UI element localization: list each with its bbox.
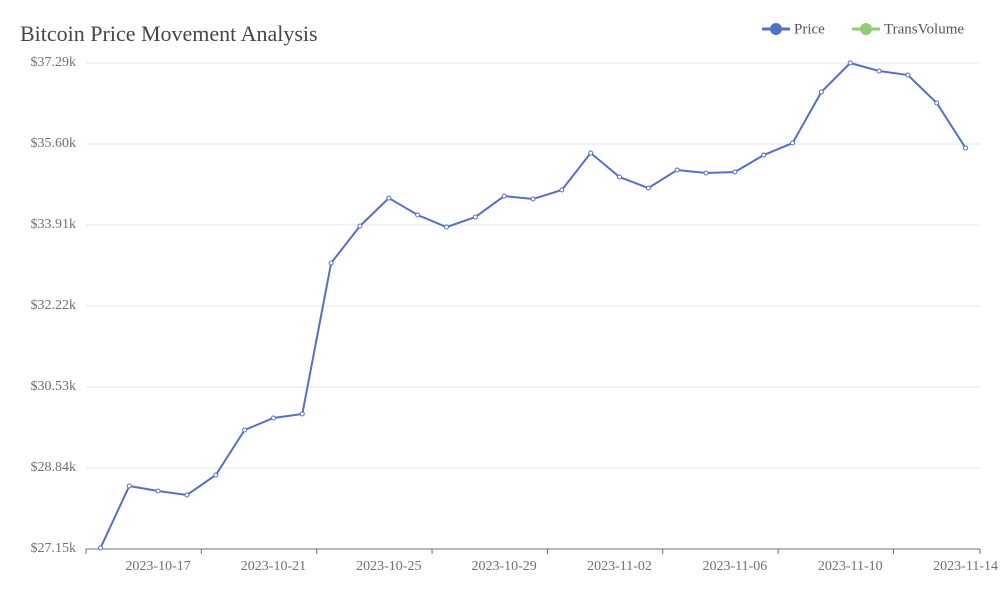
x-tick-label: 2023-10-25 xyxy=(356,559,421,574)
point xyxy=(876,68,882,74)
legend-marker xyxy=(860,23,872,35)
point xyxy=(818,89,824,95)
point xyxy=(617,174,623,180)
point xyxy=(213,472,219,478)
point xyxy=(270,415,276,421)
point xyxy=(357,223,363,229)
point xyxy=(790,140,796,146)
point xyxy=(184,492,190,498)
point xyxy=(732,169,738,175)
y-tick-label: $35.60k xyxy=(31,136,77,151)
point xyxy=(242,427,248,433)
point xyxy=(97,545,103,551)
point xyxy=(155,488,161,494)
point xyxy=(761,152,767,158)
point xyxy=(415,212,421,218)
legend-label: TransVolume xyxy=(884,21,964,37)
point xyxy=(443,224,449,230)
chart-title: Bitcoin Price Movement Analysis xyxy=(20,21,318,46)
point xyxy=(674,167,680,173)
legend-marker xyxy=(770,23,782,35)
y-tick-label: $30.53k xyxy=(31,379,77,394)
x-tick-label: 2023-11-02 xyxy=(587,559,652,574)
y-tick-label: $33.91k xyxy=(31,217,77,232)
point xyxy=(472,214,478,220)
x-tick-label: 2023-11-14 xyxy=(933,559,998,574)
point xyxy=(847,60,853,66)
point xyxy=(386,195,392,201)
x-tick-label: 2023-11-06 xyxy=(702,559,767,574)
point xyxy=(501,193,507,199)
x-tick-label: 2023-11-10 xyxy=(818,559,883,574)
point xyxy=(559,187,565,193)
y-tick-label: $32.22k xyxy=(31,298,77,313)
point xyxy=(126,483,132,489)
point xyxy=(703,170,709,176)
point xyxy=(588,150,594,156)
legend-label: Price xyxy=(794,21,825,37)
point xyxy=(530,196,536,202)
x-tick-label: 2023-10-17 xyxy=(125,559,190,574)
point xyxy=(934,100,940,106)
point xyxy=(905,72,911,78)
x-tick-label: 2023-10-29 xyxy=(471,559,536,574)
y-tick-label: $27.15k xyxy=(31,541,77,556)
x-tick-label: 2023-10-21 xyxy=(241,559,306,574)
y-tick-label: $28.84k xyxy=(31,460,77,475)
point xyxy=(299,411,305,417)
point xyxy=(963,145,969,151)
point xyxy=(645,185,651,191)
y-tick-label: $37.29k xyxy=(31,55,77,70)
point xyxy=(328,260,334,266)
